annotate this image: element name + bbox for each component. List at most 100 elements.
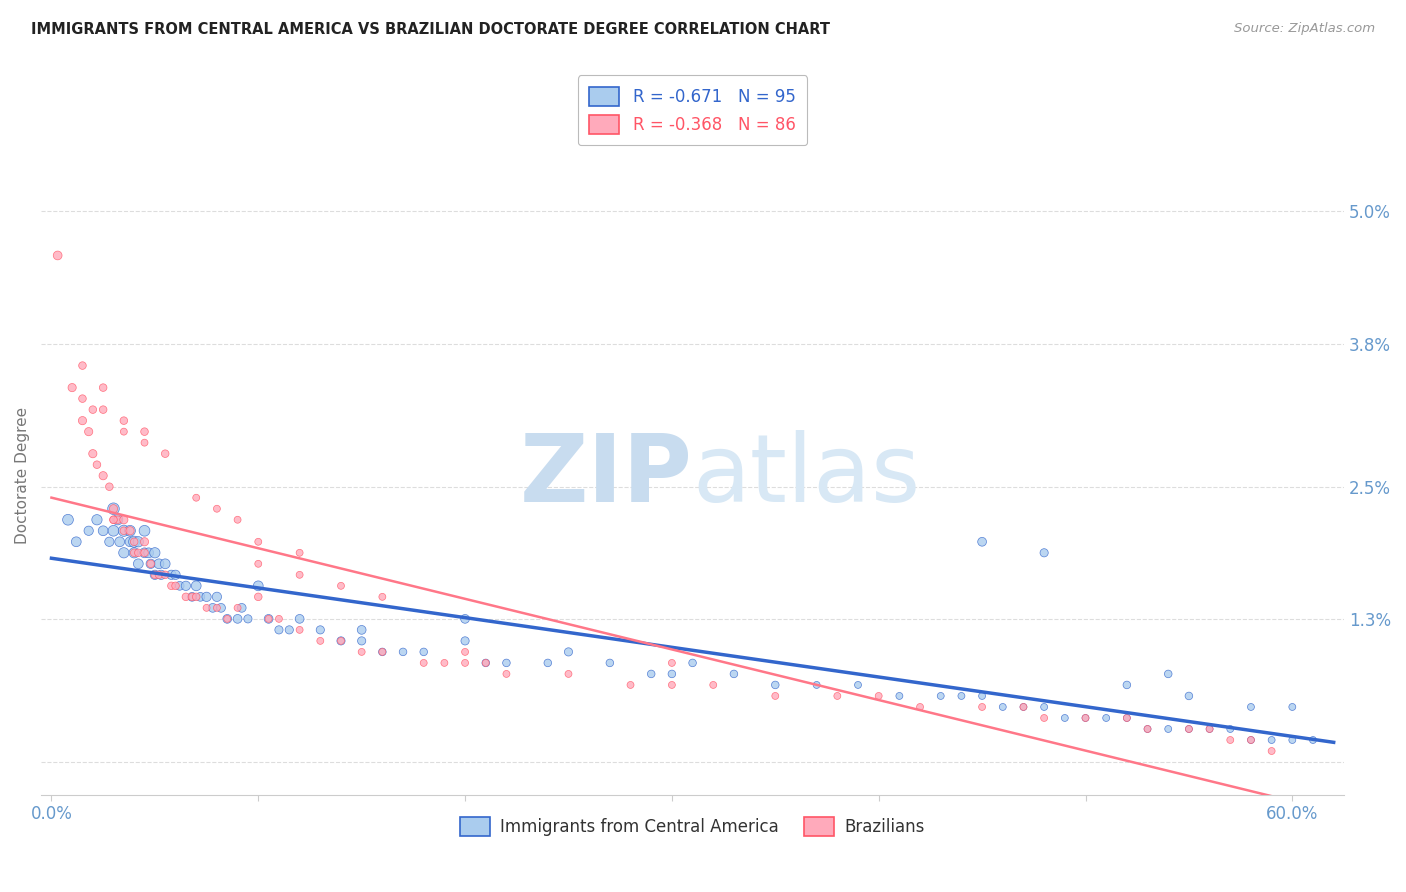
Point bbox=[143, 567, 166, 582]
Point bbox=[661, 678, 683, 692]
Point bbox=[143, 567, 166, 582]
Point bbox=[723, 667, 745, 681]
Point bbox=[1136, 722, 1159, 736]
Point bbox=[1219, 722, 1241, 736]
Point bbox=[139, 557, 162, 571]
Point bbox=[454, 645, 477, 659]
Point bbox=[118, 534, 141, 549]
Point bbox=[682, 656, 704, 670]
Point bbox=[226, 612, 249, 626]
Point bbox=[1240, 733, 1263, 747]
Point bbox=[868, 689, 890, 703]
Point bbox=[412, 656, 434, 670]
Point bbox=[929, 689, 952, 703]
Point bbox=[65, 534, 87, 549]
Point bbox=[107, 513, 129, 527]
Point bbox=[127, 534, 149, 549]
Point bbox=[103, 513, 125, 527]
Point bbox=[112, 425, 135, 439]
Point bbox=[991, 700, 1014, 714]
Point bbox=[392, 645, 415, 659]
Point bbox=[107, 513, 129, 527]
Point bbox=[186, 590, 208, 604]
Point bbox=[56, 513, 79, 527]
Point bbox=[46, 248, 69, 262]
Text: ZIP: ZIP bbox=[520, 430, 693, 522]
Point bbox=[1033, 700, 1056, 714]
Point bbox=[557, 645, 579, 659]
Point bbox=[139, 557, 162, 571]
Point bbox=[148, 557, 170, 571]
Point bbox=[82, 447, 104, 461]
Point bbox=[309, 633, 332, 648]
Point bbox=[103, 513, 125, 527]
Point bbox=[288, 567, 311, 582]
Point bbox=[112, 524, 135, 538]
Point bbox=[160, 579, 183, 593]
Point bbox=[153, 557, 176, 571]
Point bbox=[217, 612, 239, 626]
Point bbox=[91, 381, 114, 395]
Point bbox=[236, 612, 259, 626]
Point bbox=[1281, 700, 1303, 714]
Point bbox=[371, 645, 394, 659]
Point bbox=[195, 600, 218, 615]
Point bbox=[1136, 722, 1159, 736]
Point bbox=[1260, 733, 1282, 747]
Point bbox=[1240, 733, 1263, 747]
Point bbox=[1074, 711, 1097, 725]
Point bbox=[330, 633, 353, 648]
Point bbox=[91, 524, 114, 538]
Point bbox=[205, 600, 228, 615]
Point bbox=[77, 524, 100, 538]
Point bbox=[186, 579, 208, 593]
Point bbox=[108, 534, 131, 549]
Point bbox=[1053, 711, 1076, 725]
Point bbox=[169, 579, 191, 593]
Point bbox=[118, 524, 141, 538]
Point bbox=[112, 524, 135, 538]
Point bbox=[174, 590, 197, 604]
Point bbox=[174, 579, 197, 593]
Point bbox=[165, 579, 187, 593]
Point bbox=[619, 678, 641, 692]
Point bbox=[112, 546, 135, 560]
Point bbox=[98, 480, 121, 494]
Point bbox=[454, 656, 477, 670]
Point bbox=[118, 524, 141, 538]
Point bbox=[1281, 733, 1303, 747]
Point bbox=[1157, 722, 1180, 736]
Point bbox=[247, 579, 270, 593]
Point bbox=[350, 633, 373, 648]
Point bbox=[122, 534, 145, 549]
Point bbox=[278, 623, 301, 637]
Point bbox=[267, 612, 290, 626]
Point bbox=[201, 600, 224, 615]
Point bbox=[72, 392, 94, 406]
Point bbox=[122, 546, 145, 560]
Point bbox=[950, 689, 973, 703]
Point bbox=[371, 590, 394, 604]
Point bbox=[972, 700, 994, 714]
Point bbox=[495, 667, 517, 681]
Point bbox=[122, 534, 145, 549]
Y-axis label: Doctorate Degree: Doctorate Degree bbox=[15, 407, 30, 544]
Point bbox=[226, 600, 249, 615]
Point bbox=[1033, 546, 1056, 560]
Point bbox=[1178, 689, 1201, 703]
Point bbox=[702, 678, 724, 692]
Point bbox=[112, 513, 135, 527]
Point bbox=[908, 700, 931, 714]
Point bbox=[412, 645, 434, 659]
Legend: R = -0.671   N = 95, R = -0.368   N = 86: R = -0.671 N = 95, R = -0.368 N = 86 bbox=[578, 75, 807, 145]
Point bbox=[127, 546, 149, 560]
Point bbox=[186, 491, 208, 505]
Point bbox=[160, 567, 183, 582]
Point bbox=[72, 359, 94, 373]
Point bbox=[763, 678, 786, 692]
Point bbox=[103, 501, 125, 516]
Point bbox=[217, 612, 239, 626]
Point bbox=[82, 402, 104, 417]
Point bbox=[288, 623, 311, 637]
Point bbox=[846, 678, 869, 692]
